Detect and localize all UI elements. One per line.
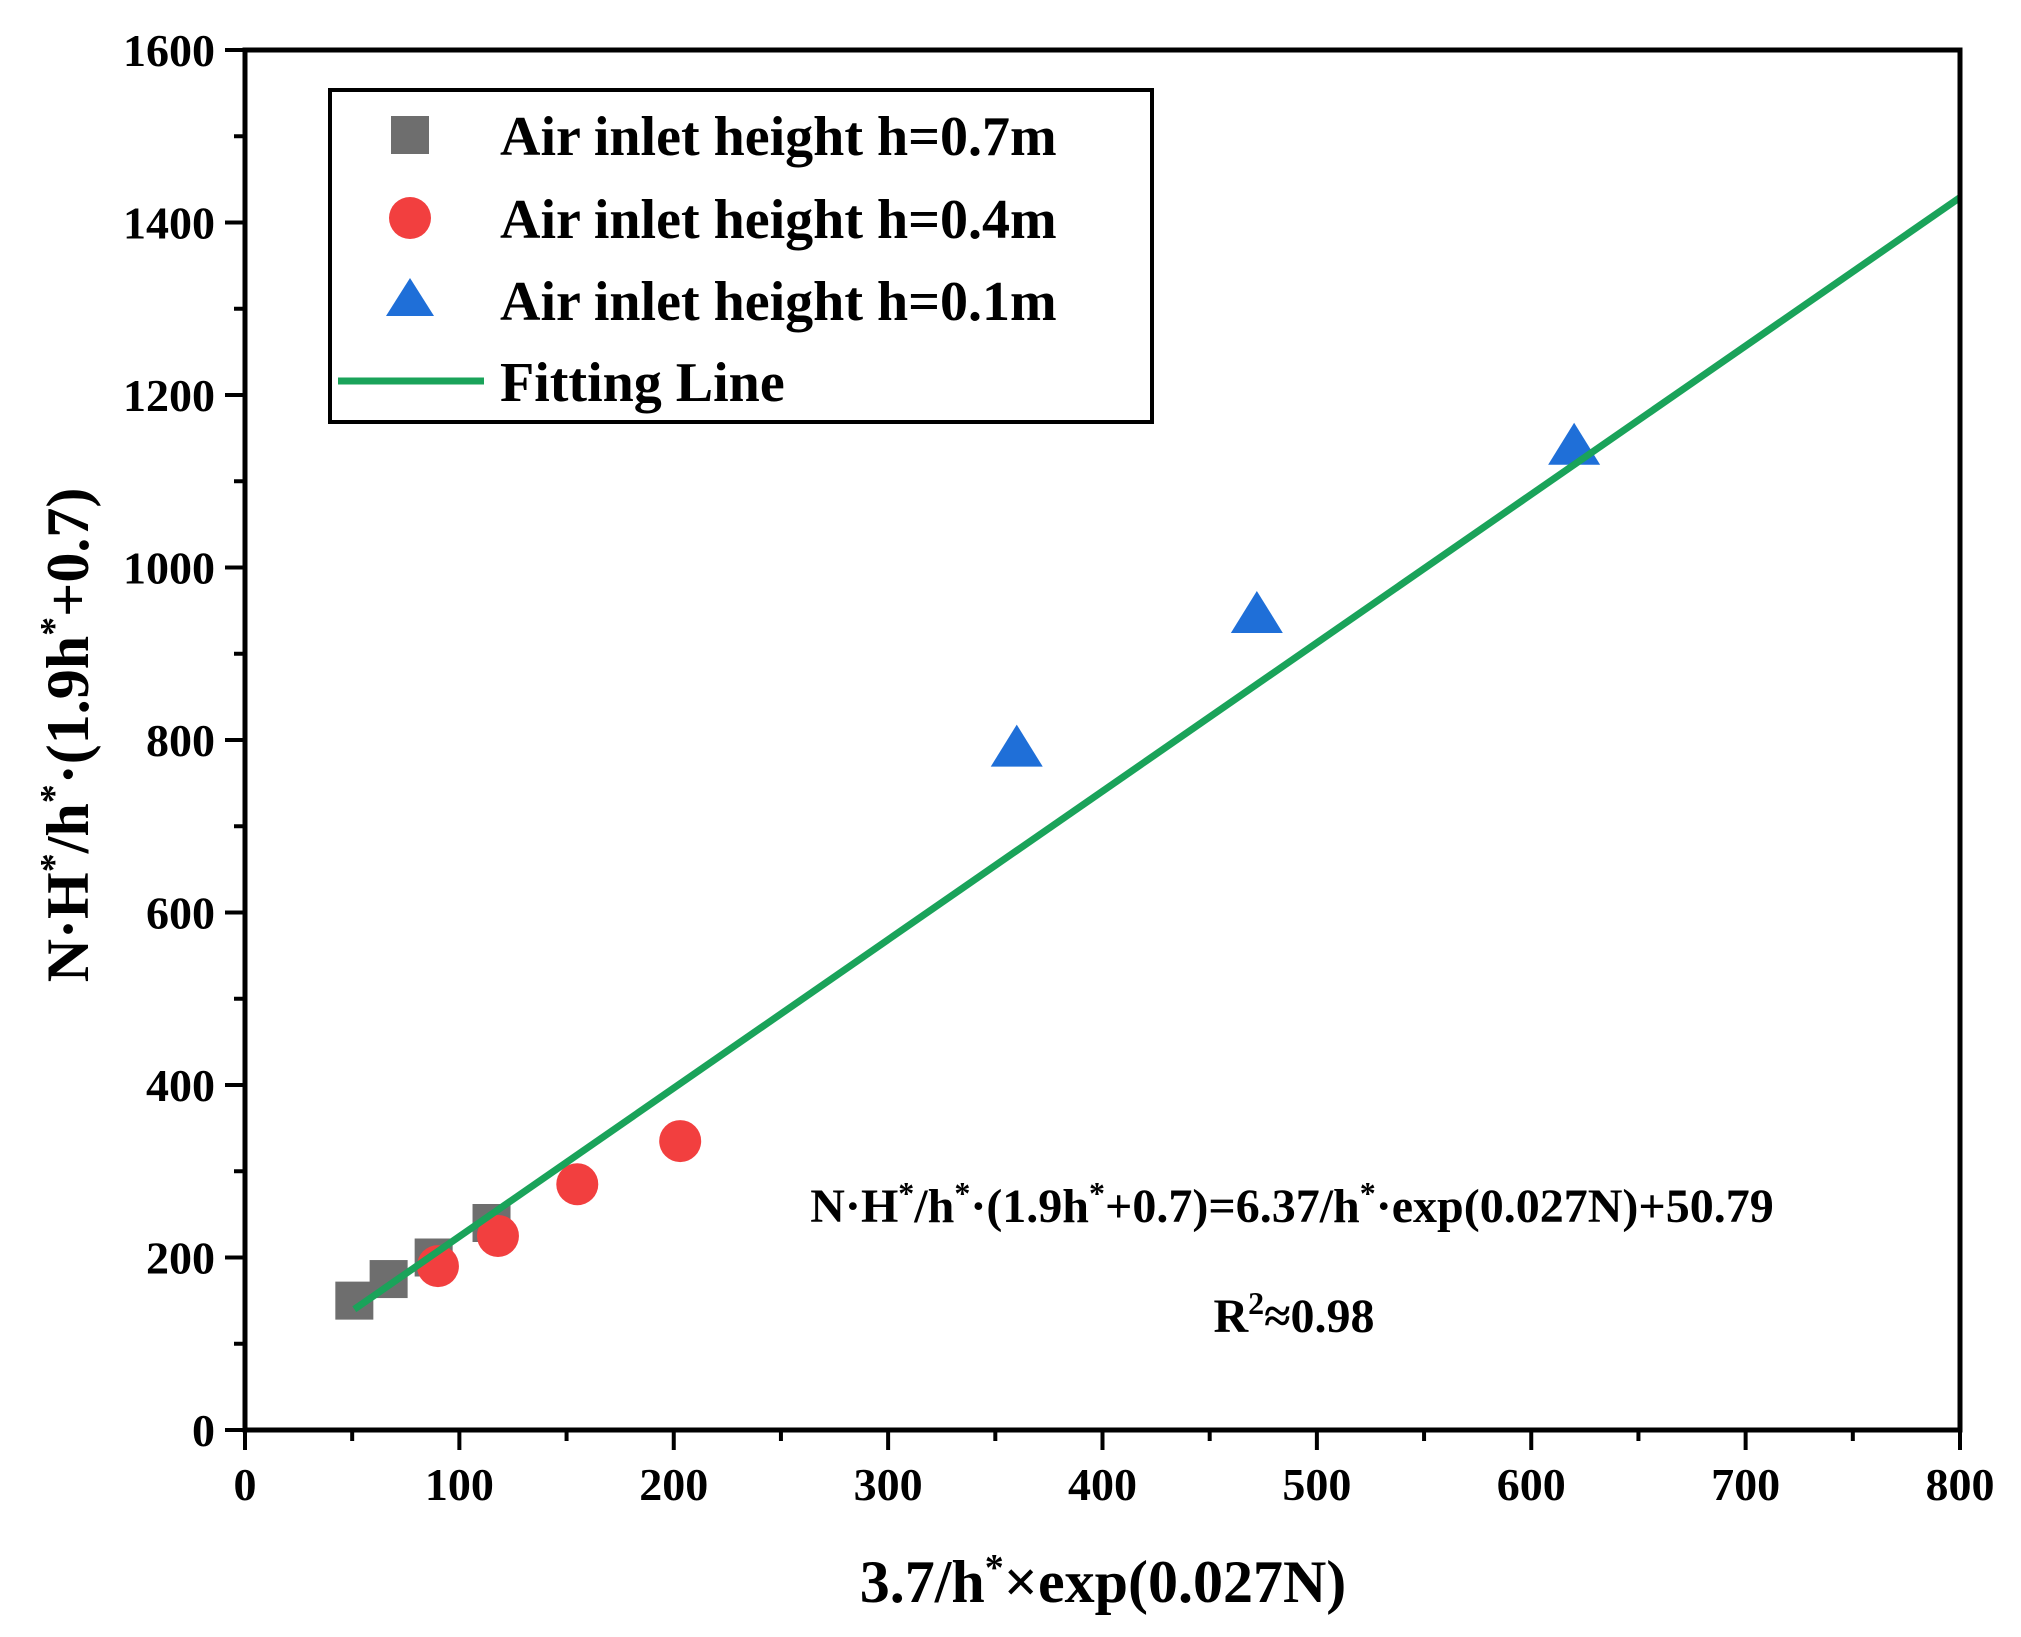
legend-box bbox=[328, 88, 1154, 424]
x-tick-label-400: 400 bbox=[1068, 1459, 1137, 1510]
y-tick-label-800: 800 bbox=[146, 715, 215, 766]
x-tick-label-300: 300 bbox=[854, 1459, 923, 1510]
data-marks bbox=[335, 194, 1960, 1320]
x-tick-label-700: 700 bbox=[1711, 1459, 1780, 1510]
x-tick-label-800: 800 bbox=[1926, 1459, 1995, 1510]
y-tick-label-200: 200 bbox=[146, 1233, 215, 1284]
data-point-h01-0 bbox=[990, 724, 1043, 767]
data-point-h01-1 bbox=[1230, 590, 1283, 633]
r2-annotation: R2≈0.98 bbox=[1213, 1285, 1374, 1343]
x-tick-label-0: 0 bbox=[234, 1459, 257, 1510]
fitting-line bbox=[352, 194, 1960, 1313]
y-tick-label-0: 0 bbox=[192, 1405, 215, 1456]
y-tick-label-400: 400 bbox=[146, 1060, 215, 1111]
x-tick-label-200: 200 bbox=[639, 1459, 708, 1510]
x-tick-label-600: 600 bbox=[1497, 1459, 1566, 1510]
data-point-h04-3 bbox=[659, 1120, 702, 1163]
legend: Air inlet height h=0.7m Air inlet height… bbox=[328, 88, 1154, 424]
x-tick-label-500: 500 bbox=[1282, 1459, 1351, 1510]
legend-label-h07: Air inlet height h=0.7m bbox=[500, 106, 1057, 168]
legend-marker-circle bbox=[389, 197, 431, 239]
y-axis-title: N·H*/h*·(1.9h*+0.7) bbox=[33, 488, 101, 983]
y-tick-label-1400: 1400 bbox=[123, 198, 215, 249]
axes: 0 100 200 300 400 500 600 700 800 0 200 400 600 800 10… bbox=[123, 25, 1995, 1510]
y-tick-label-600: 600 bbox=[146, 888, 215, 939]
data-point-h04-2 bbox=[556, 1163, 599, 1206]
data-point-h04-1 bbox=[476, 1214, 519, 1257]
legend-label-h01: Air inlet height h=0.1m bbox=[500, 271, 1057, 333]
x-axis-title: 3.7/h*×exp(0.027N) bbox=[860, 1547, 1347, 1615]
x-tick-label-100: 100 bbox=[425, 1459, 494, 1510]
equation-annotation: N·H*/h*·(1.9h*+0.7)=6.37/h*·exp(0.027N)+… bbox=[810, 1175, 1773, 1233]
y-tick-label-1600: 1600 bbox=[123, 25, 215, 76]
legend-label-h04: Air inlet height h=0.4m bbox=[500, 189, 1057, 251]
plot-area bbox=[335, 194, 1960, 1320]
legend-label-fit: Fitting Line bbox=[500, 352, 785, 414]
y-tick-label-1200: 1200 bbox=[123, 370, 215, 421]
data-point-h01-2 bbox=[1548, 422, 1601, 465]
y-tick-label-1000: 1000 bbox=[123, 543, 215, 594]
legend-marker-triangle bbox=[386, 278, 434, 316]
legend-marker-square bbox=[391, 116, 429, 154]
